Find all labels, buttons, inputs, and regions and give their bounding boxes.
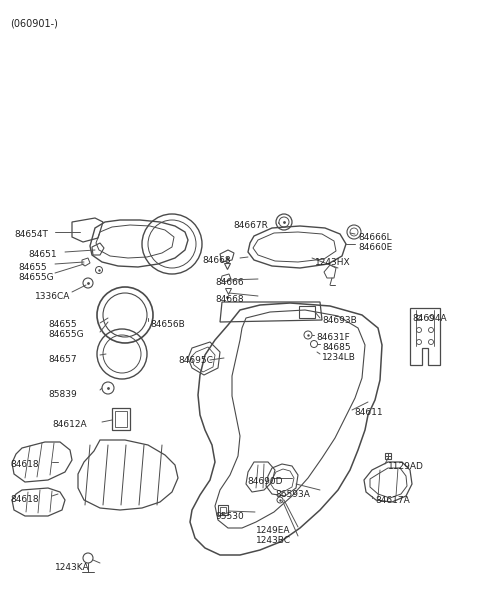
Text: 84654T: 84654T [14, 230, 48, 239]
Text: 84656B: 84656B [150, 320, 185, 329]
Text: 84694A: 84694A [412, 314, 446, 323]
Text: 84668: 84668 [215, 295, 244, 304]
Text: 84655: 84655 [48, 320, 77, 329]
Text: 1234LB: 1234LB [322, 353, 356, 362]
Text: 84651: 84651 [28, 250, 57, 259]
Text: 84618: 84618 [10, 495, 38, 504]
Text: 1336CA: 1336CA [35, 292, 71, 301]
Text: 84690D: 84690D [247, 477, 283, 486]
Text: 1249EA: 1249EA [256, 526, 290, 535]
Text: 84612A: 84612A [52, 420, 86, 429]
Text: 84668: 84668 [202, 256, 230, 265]
Text: 84685: 84685 [322, 343, 350, 352]
Text: 85839: 85839 [48, 390, 77, 399]
Text: 84655G: 84655G [18, 273, 54, 282]
Text: 84666L: 84666L [358, 233, 392, 242]
Text: 84631F: 84631F [316, 333, 350, 342]
Text: 95530: 95530 [215, 512, 244, 521]
Text: 84695C: 84695C [178, 356, 213, 365]
Text: 84618: 84618 [10, 460, 38, 469]
Text: 84655: 84655 [18, 263, 47, 272]
Text: 86593A: 86593A [275, 490, 310, 499]
Text: 84693B: 84693B [322, 316, 357, 325]
Text: 84655G: 84655G [48, 330, 84, 339]
Text: 84611: 84611 [354, 408, 383, 417]
Text: 84617A: 84617A [375, 496, 410, 505]
Text: 84660E: 84660E [358, 243, 392, 252]
Text: (060901-): (060901-) [10, 18, 58, 28]
Text: 1129AD: 1129AD [388, 462, 424, 471]
Text: 1243HX: 1243HX [315, 258, 350, 267]
Text: 84657: 84657 [48, 355, 77, 364]
Text: 84667R: 84667R [233, 221, 268, 230]
Text: 1243KA: 1243KA [55, 563, 90, 572]
Text: 1243BC: 1243BC [256, 536, 291, 545]
Text: 84666: 84666 [215, 278, 244, 287]
